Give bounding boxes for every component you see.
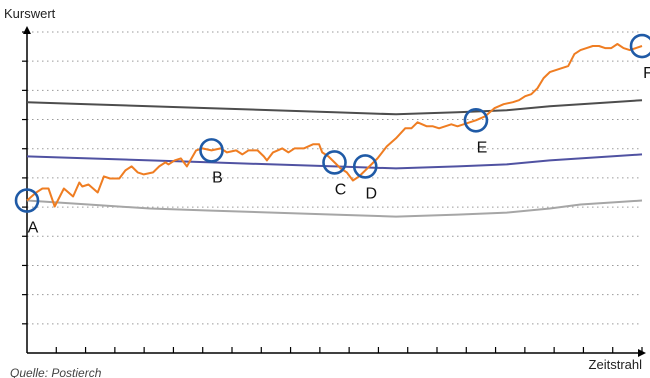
marker-label-E: E — [477, 139, 488, 156]
grid-lines — [22, 31, 642, 325]
series-line-3 — [26, 43, 643, 208]
marker-circle-F — [629, 33, 650, 59]
marker-circle-B — [199, 138, 224, 163]
series-line-2 — [26, 199, 643, 218]
marker-circle-A — [14, 188, 40, 213]
axes — [23, 26, 646, 357]
marker-label-F: F — [643, 65, 650, 82]
marker-label-A: A — [28, 220, 39, 237]
source-note: Quelle: Postierch — [10, 366, 102, 378]
x-ticks — [55, 347, 643, 353]
x-axis-label: Zeitstrahl — [588, 357, 642, 372]
series-line-1 — [26, 153, 643, 170]
marker-circle-E — [463, 107, 489, 133]
y-axis-arrow — [23, 26, 31, 34]
marker-label-C: C — [335, 181, 347, 198]
series-line-0 — [26, 99, 643, 116]
marker-label-B: B — [212, 169, 223, 186]
markers: A B C D E F — [14, 33, 650, 237]
marker-circle-C — [322, 150, 347, 175]
series-lines — [26, 43, 643, 218]
marker-label-D: D — [365, 185, 377, 202]
marker-circle-D — [352, 154, 378, 179]
y-axis-label: Kurswert — [4, 6, 56, 21]
